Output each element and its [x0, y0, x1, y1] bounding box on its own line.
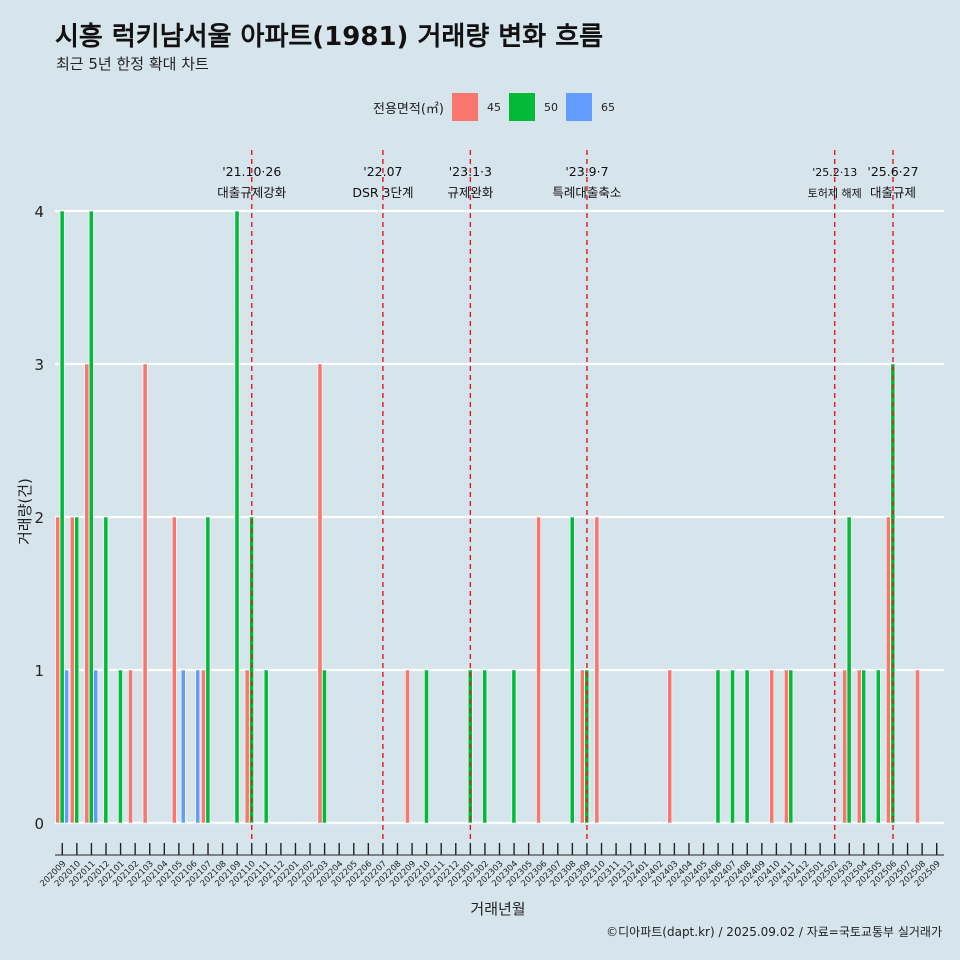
y-tick-label-2: 2: [34, 509, 44, 527]
event-date-202502: '25.2·13: [812, 166, 857, 179]
bar-45-202110: [244, 669, 250, 824]
bar-65-202106: [195, 669, 201, 824]
bar-45-202209: [405, 669, 410, 824]
bar-45-202107: [201, 669, 206, 824]
bar-50-202408: [744, 669, 750, 824]
legend-label-65: 65: [600, 100, 615, 114]
event-date-202301: '23.1·3: [449, 164, 492, 179]
bar-45-202309: [579, 669, 585, 824]
bar-50-202203: [322, 669, 327, 824]
bar-50-202504: [861, 669, 867, 824]
bar-45-202306: [536, 516, 541, 824]
legend-swatch-65: [565, 93, 592, 121]
bar-45-202411: [783, 669, 789, 824]
bar-50-202101: [118, 669, 123, 824]
event-label-202110: 대출규제강화: [217, 185, 287, 200]
legend-label-45: 45: [486, 100, 501, 114]
bar-50-202308: [569, 516, 575, 824]
bar-50-202302: [482, 669, 488, 824]
event-label-202309: 특례대출축소: [552, 185, 621, 200]
y-axis-title: 거래량(건): [16, 478, 34, 545]
bar-45-202310: [594, 516, 600, 824]
event-date-202207: '22.07: [363, 164, 402, 179]
bar-50-202009: [59, 210, 65, 824]
bar-45-202103: [142, 363, 148, 824]
event-date-202110: '21.10·26: [222, 164, 281, 179]
bar-50-202406: [715, 669, 721, 824]
bar-50-202411: [788, 669, 794, 824]
bar-45-202403: [667, 669, 673, 824]
bar-50-202010: [74, 516, 80, 824]
chart-title: 시흥 럭키남서울 아파트(1981) 거래량 변화 흐름: [55, 22, 604, 52]
bar-50-202011: [88, 210, 94, 824]
bar-45-202504: [856, 669, 862, 824]
bar-45-202009: [55, 516, 61, 824]
legend-swatch-45: [451, 93, 478, 121]
bar-50-202111: [263, 669, 269, 824]
bar-45-202105: [171, 516, 177, 824]
bar-65-202009: [64, 669, 69, 824]
bar-65-202011: [93, 669, 99, 824]
bar-45-202503: [842, 669, 848, 824]
event-date-202309: '23.9·7: [565, 164, 608, 179]
event-date-202506: '25.6·27: [867, 164, 918, 179]
bar-50-202407: [730, 669, 735, 824]
bar-45-202010: [69, 516, 75, 824]
legend-title: 전용면적(㎡): [373, 101, 444, 117]
event-label-202506: 대출규제: [870, 185, 916, 200]
y-tick-label-3: 3: [34, 356, 44, 374]
bar-50-202210: [424, 669, 429, 824]
bar-45-202410: [769, 669, 775, 824]
legend-item-45: 45: [451, 93, 501, 121]
legend: 전용면적(㎡) 45 50 65: [373, 92, 623, 122]
bar-45-202508: [915, 669, 920, 824]
y-tick-label-0: 0: [34, 815, 44, 833]
y-tick-label-1: 1: [34, 662, 44, 680]
bar-50-202304: [511, 669, 517, 824]
bar-45-202506: [885, 516, 891, 824]
legend-swatch-50: [508, 93, 535, 121]
x-axis-title: 거래년월: [470, 900, 526, 918]
bar-45-202011: [84, 363, 90, 824]
legend-label-50: 50: [543, 100, 558, 114]
event-label-202301: 규제완화: [447, 185, 494, 200]
source-caption: ©디아파트(dapt.kr) / 2025.09.02 / 자료=국토교통부 실…: [606, 925, 942, 939]
bar-45-202203: [317, 363, 323, 824]
legend-item-50: 50: [508, 93, 558, 121]
bar-50-202107: [205, 516, 211, 824]
y-tick-label-4: 4: [34, 203, 44, 221]
event-label-202502: 토허제 해제: [808, 186, 862, 200]
event-label-202207: DSR 3단계: [352, 185, 413, 200]
bar-50-202505: [875, 669, 881, 824]
bar-65-202105: [180, 669, 186, 824]
bar-50-202110: [249, 516, 254, 824]
bar-50-202503: [846, 516, 852, 824]
chart-subtitle: 최근 5년 한정 확대 차트: [56, 55, 209, 73]
bar-45-202102: [128, 669, 133, 824]
bar-50-202012: [103, 516, 109, 824]
legend-item-65: 65: [565, 93, 615, 121]
bar-50-202109: [234, 210, 240, 824]
